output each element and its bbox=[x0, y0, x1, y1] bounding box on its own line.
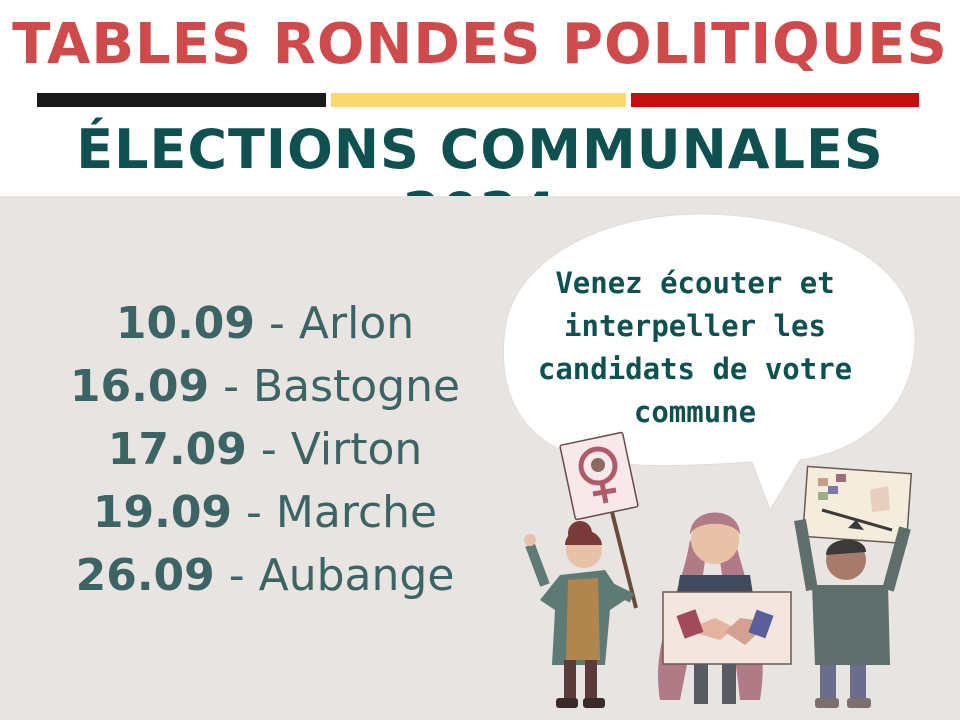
protester-middle bbox=[657, 512, 792, 704]
schedule-separator: - bbox=[246, 424, 291, 475]
handshake-icon bbox=[685, 618, 735, 640]
schedule-item: 16.09 - Bastogne bbox=[30, 355, 500, 418]
flag-stripe-black bbox=[37, 93, 326, 107]
schedule-date: 10.09 bbox=[115, 298, 256, 349]
protester-left bbox=[524, 431, 639, 708]
schedule-separator: - bbox=[214, 550, 259, 601]
schedule-place: Virton bbox=[290, 424, 423, 475]
schedule-item: 17.09 - Virton bbox=[30, 418, 500, 481]
schedule-place: Arlon bbox=[298, 298, 415, 349]
schedule-separator: - bbox=[255, 298, 299, 349]
schedule-place: Bastogne bbox=[252, 361, 461, 412]
schedule-place: Marche bbox=[275, 487, 438, 538]
schedule-date: 26.09 bbox=[75, 550, 215, 601]
schedule-date: 16.09 bbox=[69, 361, 210, 412]
schedule-item: 19.09 - Marche bbox=[30, 481, 500, 544]
schedule-date: 19.09 bbox=[92, 487, 233, 538]
schedule-item: 10.09 - Arlon bbox=[30, 292, 500, 355]
schedule-list: 10.09 - Arlon 16.09 - Bastogne 17.09 - V… bbox=[30, 292, 500, 607]
speech-bubble-text: Venez écouter et interpeller les candida… bbox=[515, 262, 875, 434]
balance-sign bbox=[801, 465, 913, 545]
venus-icon bbox=[578, 446, 618, 486]
title-tables-rondes: TABLES RONDES POLITIQUES bbox=[12, 12, 948, 77]
schedule-place: Aubange bbox=[258, 550, 455, 601]
flag-stripe-yellow bbox=[331, 93, 626, 107]
schedule-separator: - bbox=[209, 361, 253, 412]
header: TABLES RONDES POLITIQUES ÉLECTIONS COMMU… bbox=[0, 0, 960, 244]
bubble-line: candidats de votre bbox=[537, 352, 853, 386]
schedule-item: 26.09 - Aubange bbox=[30, 544, 500, 607]
schedule-date: 17.09 bbox=[107, 424, 247, 475]
bubble-line: Venez écouter et bbox=[555, 266, 835, 300]
balance-icon bbox=[821, 508, 893, 532]
schedule-separator: - bbox=[232, 487, 276, 538]
bubble-line: commune bbox=[633, 395, 757, 429]
bubble-line: interpeller les bbox=[564, 309, 826, 343]
protester-right bbox=[794, 465, 913, 708]
flag-stripe-red bbox=[631, 93, 919, 107]
